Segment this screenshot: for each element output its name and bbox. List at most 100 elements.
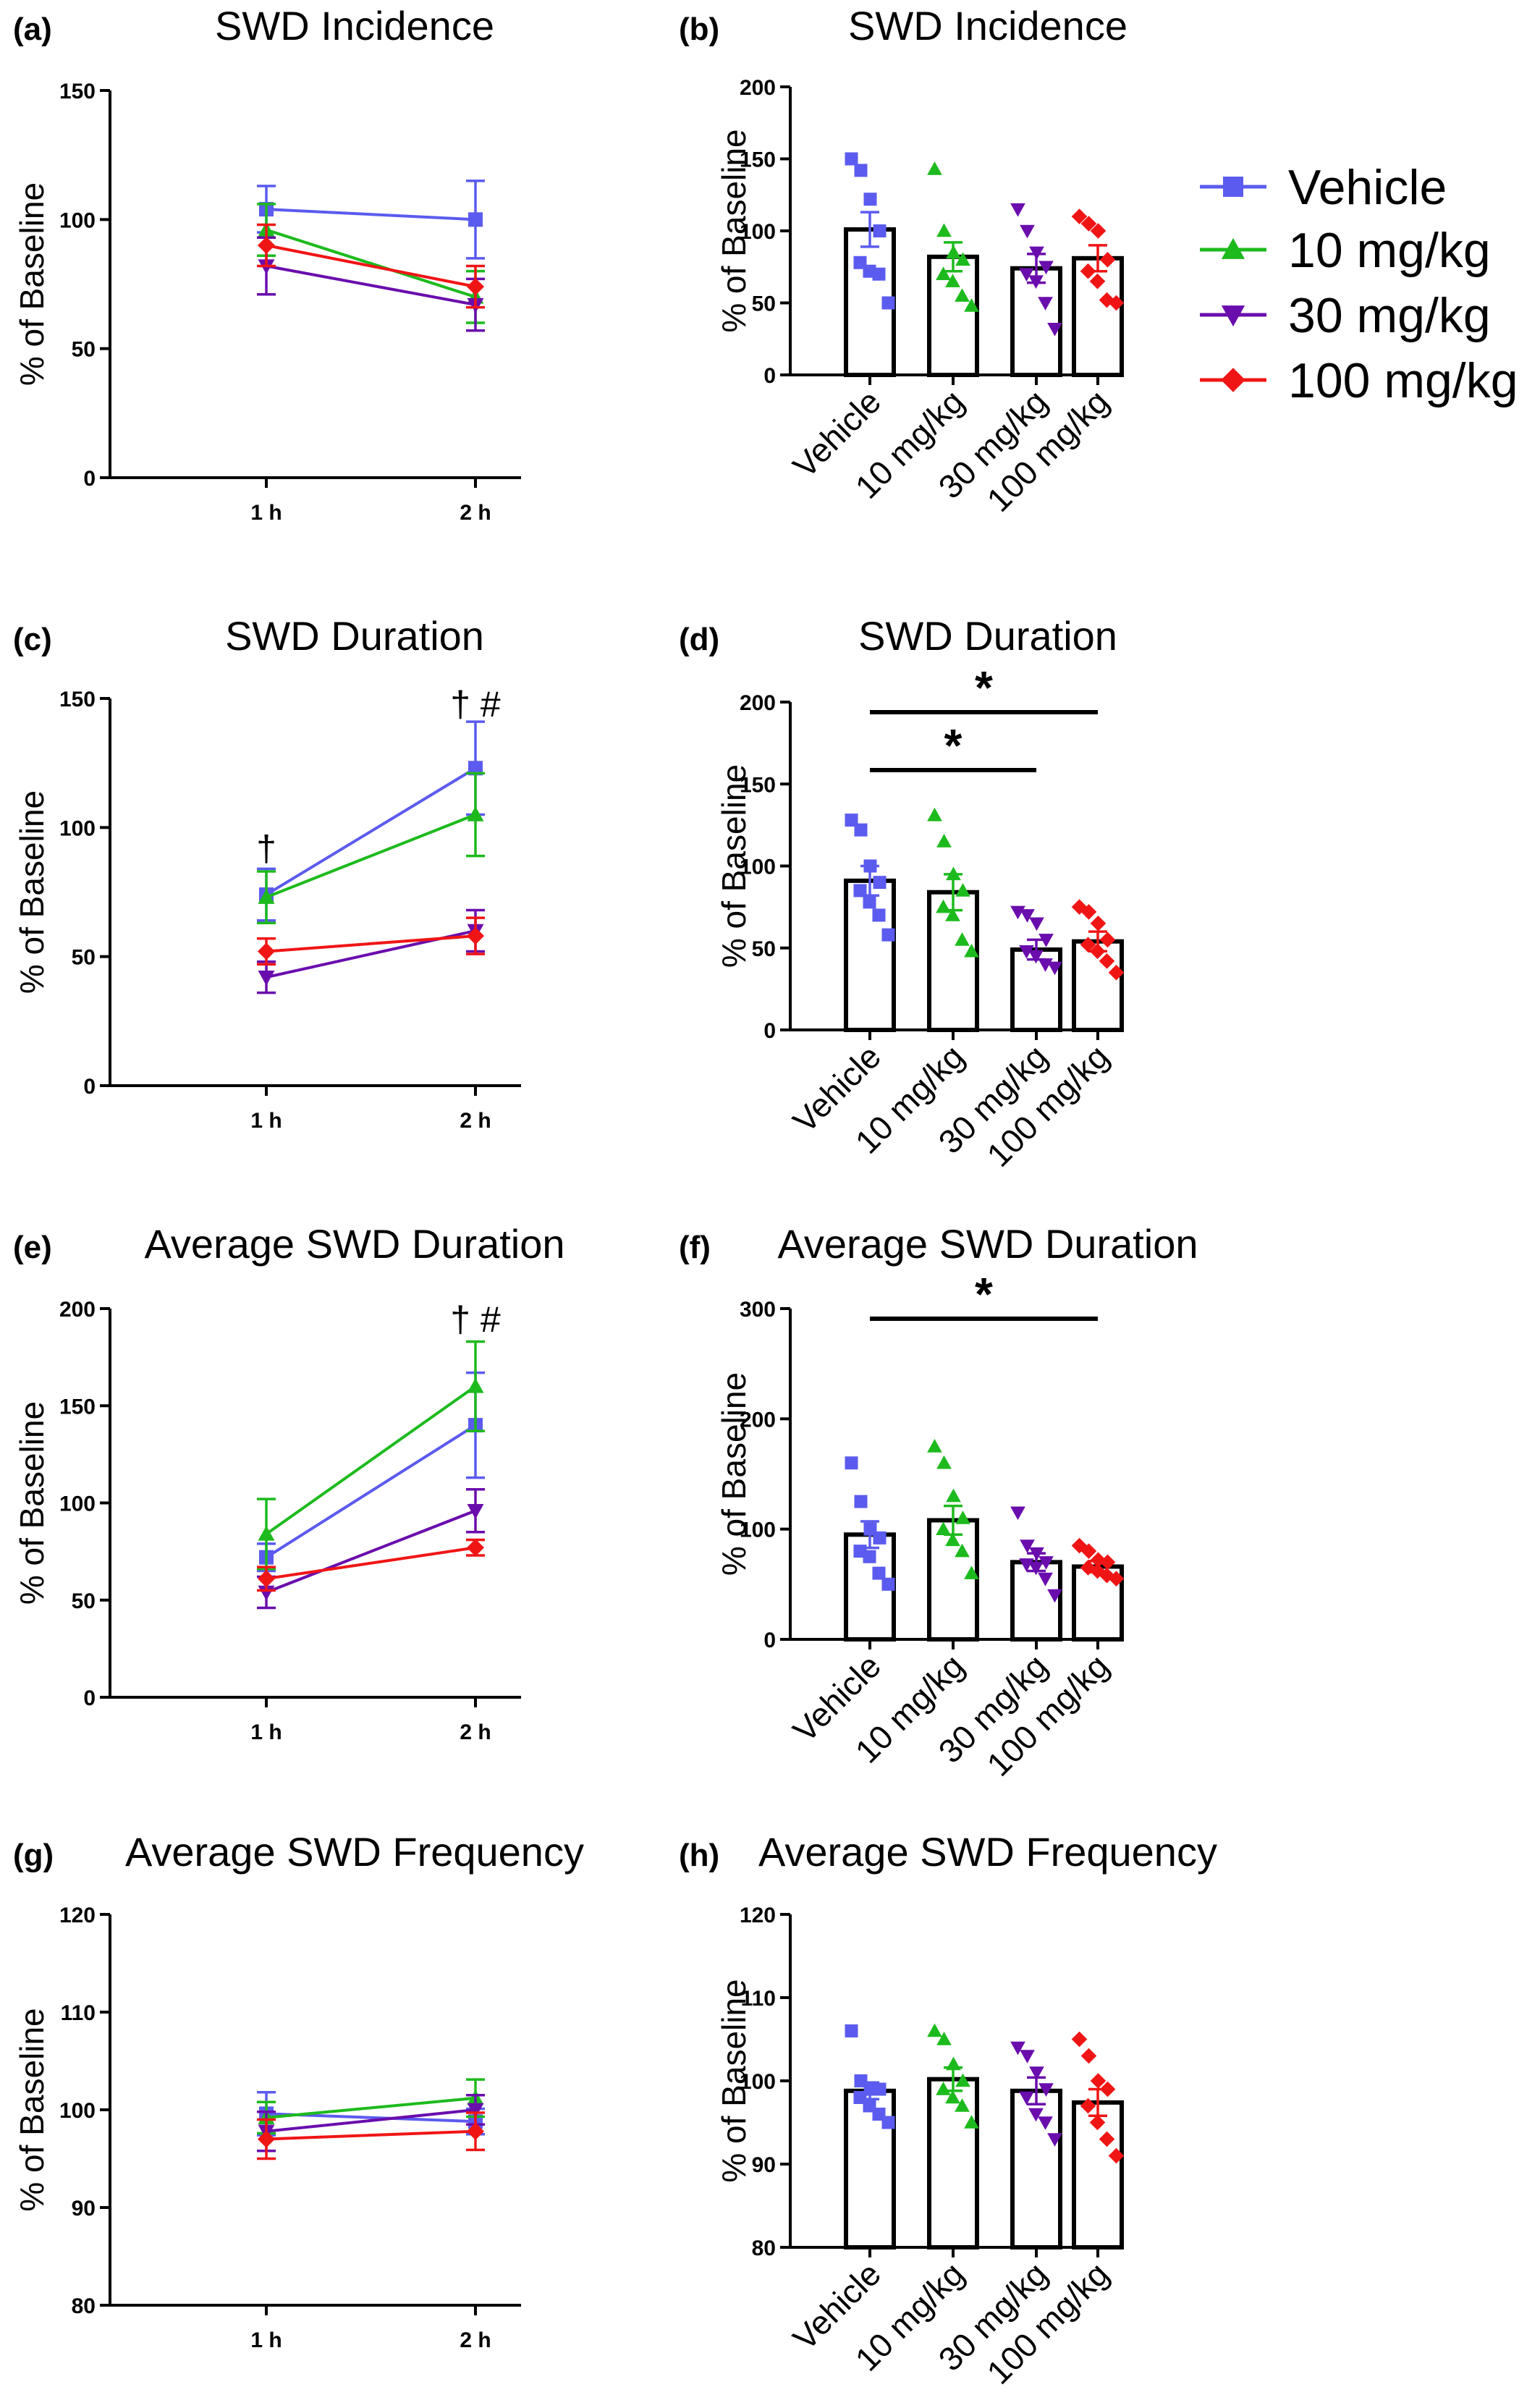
y-tick-label: 150	[740, 148, 776, 172]
y-tick-label: 50	[72, 1589, 96, 1613]
data-point	[258, 237, 275, 254]
panel-label: (a)	[13, 12, 52, 47]
chart-title: SWD Duration	[858, 613, 1117, 659]
data-point	[467, 806, 484, 821]
y-tick-label: 120	[740, 1904, 776, 1927]
legend-label: 10 mg/kg	[1288, 223, 1491, 278]
bar-group-30-mg-kg	[1010, 203, 1062, 377]
individual-point	[872, 267, 886, 281]
individual-point	[1099, 1554, 1116, 1571]
individual-point	[945, 2090, 960, 2104]
x-tick-label: 1 h	[250, 2328, 282, 2352]
individual-point	[881, 1577, 895, 1591]
x-tick-label: 1 h	[250, 1720, 282, 1744]
individual-point	[854, 164, 868, 177]
individual-point	[854, 1495, 868, 1508]
data-point	[467, 2103, 484, 2118]
individual-point	[964, 1566, 979, 1579]
individual-point	[872, 1566, 886, 1580]
individual-point	[1019, 2091, 1034, 2105]
panel-label: (g)	[13, 1838, 54, 1873]
individual-point	[1099, 252, 1116, 268]
individual-point	[1080, 216, 1097, 232]
y-tick-label: 150	[740, 773, 776, 797]
individual-point	[927, 161, 942, 175]
legend: Vehicle 10 mg/kg 30 mg/kg 100 mg/kg	[1200, 160, 1518, 408]
bar-group-vehicle	[844, 814, 896, 1033]
significance-annotation: †	[256, 829, 276, 869]
series-line	[266, 1509, 476, 1594]
y-tick-label: 110	[741, 1987, 776, 2011]
individual-point	[1080, 1543, 1097, 1559]
data-point	[258, 971, 275, 986]
series-100-mg-kg	[257, 2111, 485, 2160]
series-line	[266, 2108, 476, 2133]
y-tick-label: 50	[752, 937, 776, 961]
y-tick-label: 100	[59, 816, 96, 840]
legend-marker-icon	[1223, 177, 1243, 197]
individual-point	[1099, 953, 1115, 969]
data-point	[468, 761, 483, 776]
panel-label: (d)	[679, 622, 719, 657]
individual-point	[1080, 2048, 1097, 2064]
x-tick-label: 2 h	[460, 501, 491, 525]
individual-point	[845, 2024, 858, 2037]
individual-point	[854, 823, 868, 837]
series-line	[266, 228, 476, 299]
individual-point	[1090, 2073, 1107, 2089]
individual-point	[946, 1488, 961, 1503]
series-line	[266, 934, 476, 953]
individual-point	[955, 883, 970, 897]
y-tick-label: 100	[59, 2099, 96, 2123]
individual-point	[1089, 273, 1106, 290]
individual-point	[1090, 223, 1107, 239]
individual-point	[1020, 909, 1035, 923]
individual-point	[1038, 2083, 1054, 2097]
y-tick-label: 0	[763, 364, 776, 388]
y-axis-label: % of Baseline	[715, 764, 753, 968]
panel-label: (b)	[679, 12, 719, 47]
individual-point	[955, 1511, 970, 1524]
chart-title: SWD Incidence	[215, 3, 494, 48]
individual-point	[1010, 203, 1025, 217]
series-line	[265, 1424, 477, 1559]
series-line	[266, 208, 476, 221]
individual-point	[1010, 2041, 1025, 2056]
bar-group-30-mg-kg	[1010, 1506, 1062, 1642]
individual-point	[955, 932, 970, 946]
individual-point	[1080, 2098, 1096, 2114]
data-point	[468, 212, 483, 227]
y-tick-label: 110	[61, 2001, 96, 2025]
individual-point	[1108, 1571, 1125, 1587]
individual-point	[881, 2116, 895, 2129]
bar-group-vehicle	[844, 1456, 896, 1642]
y-tick-label: 100	[59, 1492, 96, 1516]
y-tick-label: 50	[752, 292, 776, 316]
individual-point	[927, 807, 942, 821]
individual-point	[945, 274, 960, 287]
series-line	[266, 2096, 476, 2119]
chart-panel-e: (e) Average SWD Duration % of Baseline 0 50 1…	[13, 1221, 565, 1744]
individual-point	[1029, 2066, 1044, 2080]
bar-group-30-mg-kg	[1010, 905, 1062, 1033]
x-tick-label: 2 h	[460, 2328, 491, 2352]
individual-point	[863, 1550, 876, 1563]
chart-panel-g: (g) Average SWD Frequency % of Baseline 80 9…	[13, 1829, 584, 2352]
panel-label: (h)	[679, 1838, 719, 1873]
individual-point	[1029, 917, 1044, 931]
individual-point	[964, 943, 979, 958]
chart-title: Average SWD Frequency	[125, 1829, 584, 1875]
individual-point	[936, 1455, 952, 1469]
individual-point	[1038, 1572, 1053, 1587]
panel-label: (c)	[13, 622, 52, 657]
individual-point	[881, 296, 895, 310]
data-point	[467, 1504, 484, 1519]
y-tick-label: 100	[59, 208, 96, 232]
series-line	[266, 1546, 476, 1581]
series-10-mg-kg	[257, 2078, 485, 2135]
individual-point	[1038, 261, 1054, 275]
y-tick-label: 90	[752, 2153, 776, 2177]
individual-point	[881, 928, 895, 942]
individual-point	[1028, 2108, 1044, 2122]
individual-point	[873, 1531, 887, 1545]
